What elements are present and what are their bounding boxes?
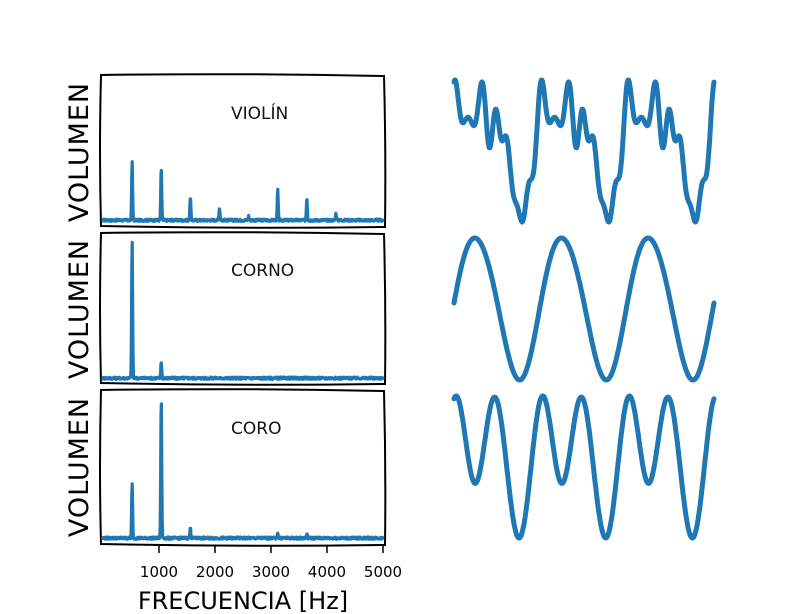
choir-label: CORO — [231, 419, 281, 439]
choir-waveform — [451, 393, 717, 541]
violin-ylabel: VOLUMEN — [64, 82, 95, 222]
waveform-group — [451, 77, 717, 541]
choir-ylabel: VOLUMEN — [64, 397, 95, 537]
horn-waveform — [451, 235, 717, 383]
horn-spectrum-panel: CORNO VOLUMEN — [64, 231, 387, 386]
x-axis-label: FRECUENCIA [Hz] — [138, 587, 348, 614]
violin-spectrum-panel: VIOLÍN VOLUMEN — [64, 73, 387, 229]
x-tick-label: 2000 — [196, 563, 234, 581]
horn-axes-frame — [99, 231, 387, 386]
violin-spectrum-line — [101, 160, 385, 223]
x-tick-label: 5000 — [364, 563, 402, 581]
violin-axes-frame — [99, 73, 387, 229]
choir-spectrum-panel: CORO VOLUMEN 1000 2000 3000 4000 5000 FRECUE… — [64, 388, 402, 614]
choir-axes-frame — [99, 388, 387, 547]
horn-spectrum-line — [101, 240, 385, 381]
horn-ylabel: VOLUMEN — [64, 239, 95, 379]
x-tick-label: 4000 — [308, 563, 346, 581]
horn-label: CORNO — [231, 261, 294, 281]
x-tick-label: 3000 — [252, 563, 290, 581]
x-axis-ticks: 1000 2000 3000 4000 5000 — [140, 546, 402, 581]
violin-label: VIOLÍN — [231, 102, 288, 124]
violin-waveform — [451, 77, 717, 225]
choir-spectrum-line — [101, 402, 385, 541]
x-tick-label: 1000 — [140, 563, 178, 581]
